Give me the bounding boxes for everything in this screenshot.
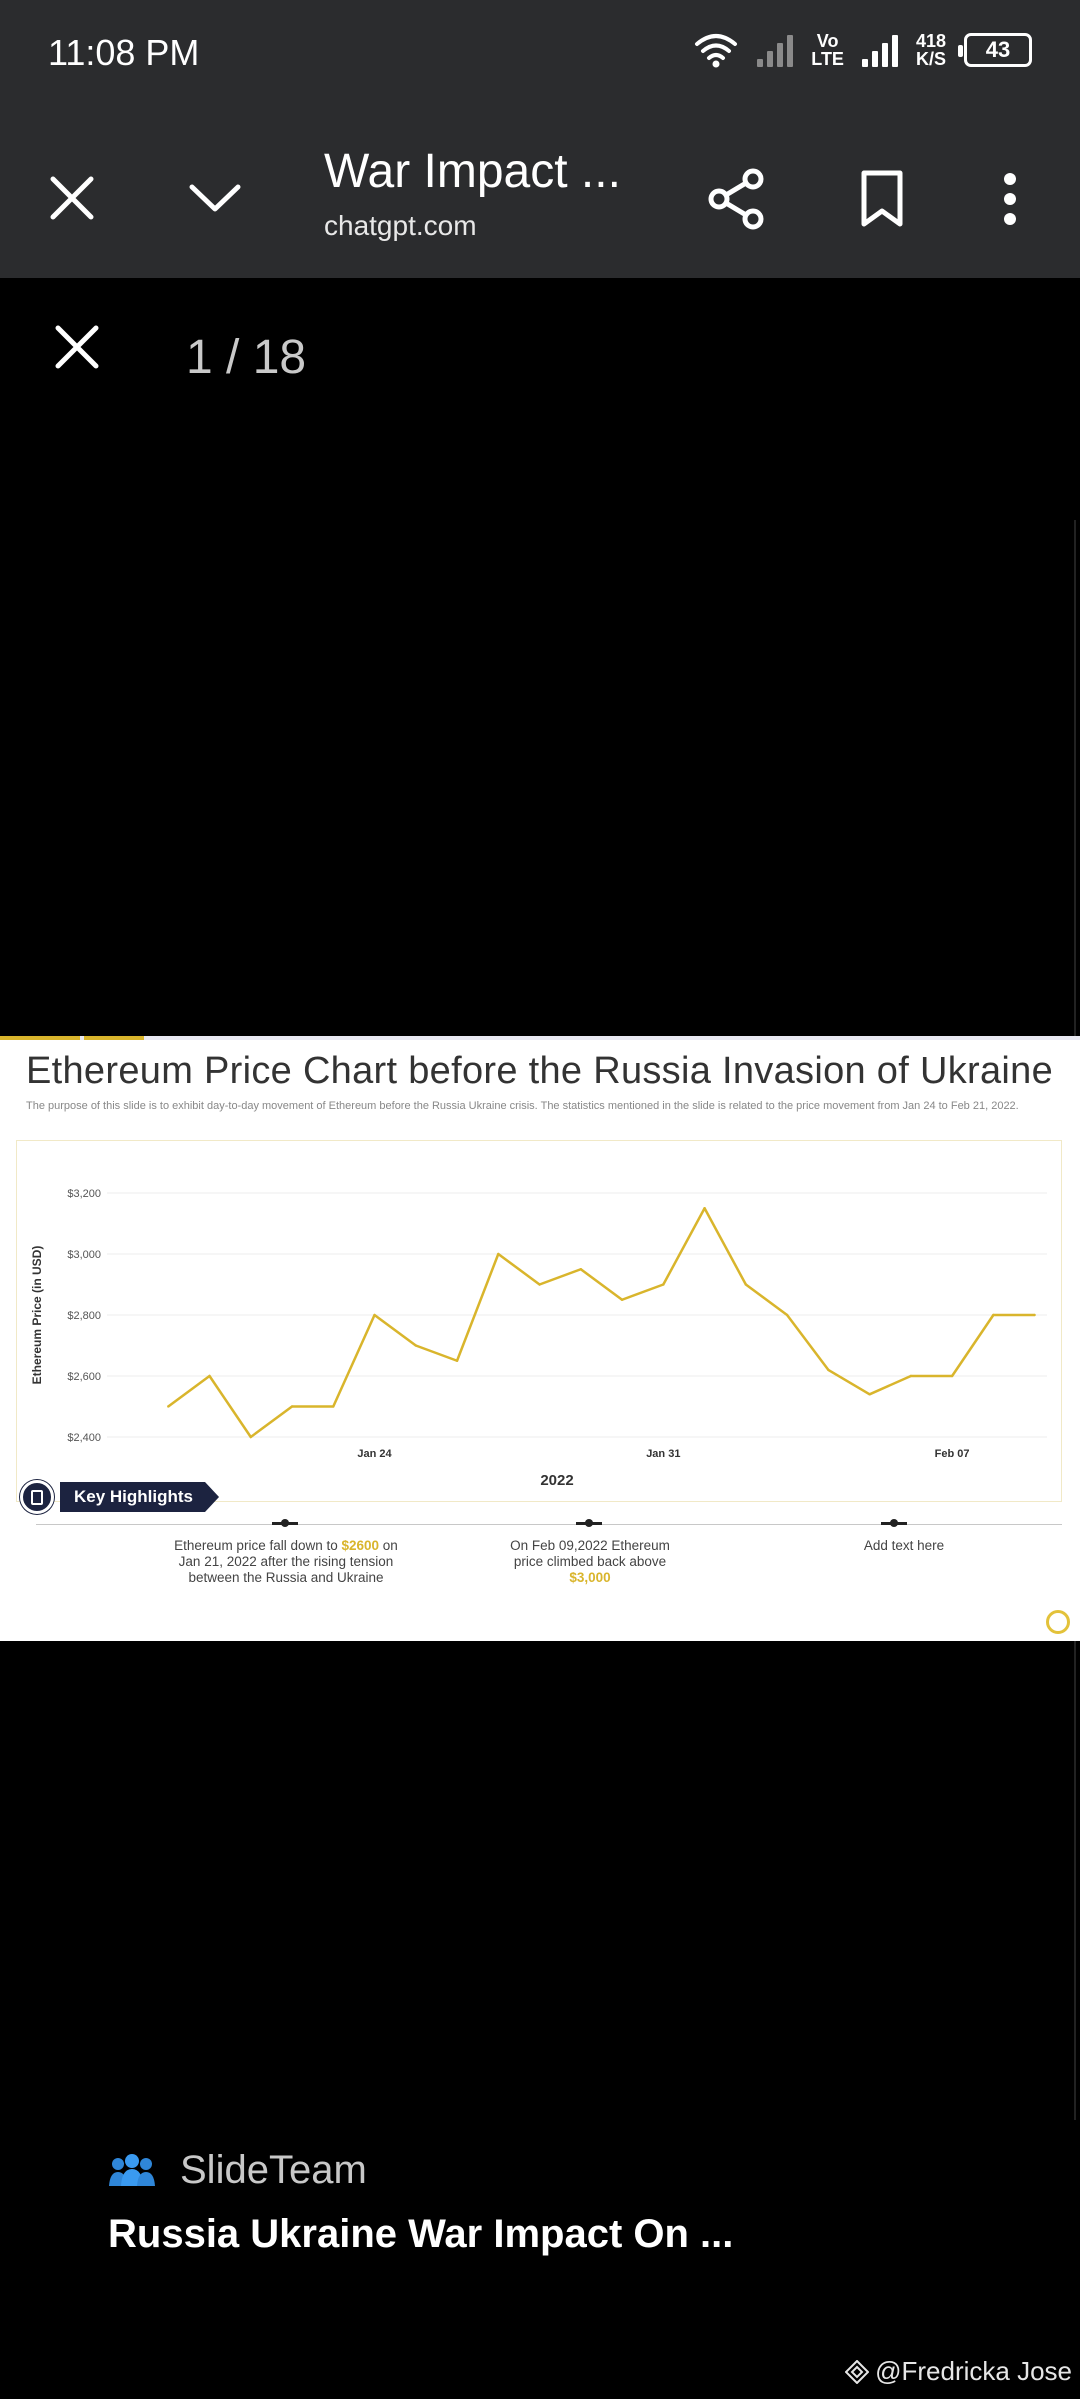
- data-point: [827, 1368, 830, 1372]
- highlight-text-3: Add text here: [863, 1538, 945, 1553]
- chevron-down-icon: [189, 184, 241, 212]
- battery-level: 43: [985, 37, 1011, 62]
- y-tick-label: $3,200: [67, 1188, 101, 1200]
- y-tick-label: $2,800: [67, 1310, 101, 1322]
- bookmark-button[interactable]: [852, 164, 912, 234]
- more-vertical-icon: [1004, 173, 1016, 225]
- chart-svg: $2,400 $2,600 $2,800 $3,000 $3,200 Jan 24 Jan …: [30, 1188, 1047, 1489]
- data-point: [662, 1283, 665, 1286]
- slide-top-rule: [0, 1036, 1080, 1040]
- page-url[interactable]: chatgpt.com: [324, 210, 477, 241]
- data-point: [167, 1405, 170, 1408]
- x-tick-label: Jan 31: [646, 1448, 680, 1460]
- status-icons: Vo LTE 418 K/S 43: [693, 30, 1032, 70]
- signal-sim2-icon: [861, 33, 898, 67]
- x-tick-label: Jan 24: [357, 1448, 392, 1460]
- data-point: [909, 1374, 913, 1378]
- highlight-marker-2: [576, 1519, 602, 1529]
- group-people-icon: [109, 2153, 155, 2186]
- battery-icon: 43: [958, 33, 1032, 67]
- slide-image[interactable]: Ethereum Price Chart before the Russia I…: [0, 1036, 1080, 1641]
- y-axis-label: Ethereum Price (in USD): [30, 1246, 44, 1385]
- highlight-text-2: On Feb 09,2022 Ethereum price climbed ba…: [510, 1538, 670, 1585]
- volte-indicator: Vo LTE: [811, 31, 844, 69]
- network-speed: 418 K/S: [915, 31, 946, 69]
- data-point: [290, 1405, 294, 1408]
- x-tick-label: Feb 07: [935, 1448, 970, 1460]
- viewer-close-button[interactable]: [52, 322, 102, 372]
- highlights-timeline: [36, 1524, 1062, 1525]
- clipboard-icon: [20, 1480, 54, 1514]
- data-point: [414, 1344, 417, 1347]
- key-highlights-label: Key Highlights: [60, 1482, 219, 1512]
- source-row[interactable]: SlideTeam: [108, 2148, 367, 2193]
- close-icon: [50, 176, 94, 220]
- data-point: [373, 1313, 376, 1317]
- y-tick-label: $2,400: [67, 1432, 101, 1444]
- data-point: [332, 1405, 335, 1408]
- series-line: [167, 1207, 1035, 1439]
- data-point: [455, 1359, 459, 1362]
- data-point: [208, 1374, 211, 1378]
- result-title[interactable]: Russia Ukraine War Impact On ...: [108, 2212, 734, 2256]
- data-point: [950, 1374, 954, 1378]
- slide-subtitle: The purpose of this slide is to exhibit …: [26, 1100, 1019, 1112]
- page-title[interactable]: War Impact ...: [324, 145, 621, 198]
- bookmark-icon: [861, 170, 903, 227]
- data-point: [785, 1313, 789, 1317]
- data-point: [744, 1283, 748, 1286]
- watermark-text: @Fredricka Jose: [875, 2356, 1072, 2386]
- slide-title: Ethereum Price Chart before the Russia I…: [26, 1050, 1053, 1092]
- source-name[interactable]: SlideTeam: [180, 2148, 367, 2192]
- highlight-marker-1: [272, 1519, 298, 1529]
- status-bar: 11:08 PM Vo LTE 418 K/S 43: [0, 0, 1080, 108]
- share-button[interactable]: [704, 166, 770, 232]
- y-tick-label: $2,600: [67, 1371, 101, 1383]
- slide-corner-circle: [1046, 1610, 1070, 1634]
- share-icon: [708, 168, 764, 230]
- price-chart: $2,400 $2,600 $2,800 $3,000 $3,200 Jan 24 Jan …: [16, 1140, 1062, 1502]
- data-point: [579, 1268, 583, 1271]
- watermark-logo-icon: [845, 2359, 870, 2384]
- signal-sim1-icon: [757, 33, 794, 67]
- data-point: [992, 1313, 995, 1317]
- watermark: @Fredricka Jose: [845, 2356, 1072, 2387]
- highlight-marker-3: [881, 1519, 907, 1529]
- highlight-text-1: Ethereum price fall down to $2600 on Jan…: [174, 1538, 398, 1585]
- y-tick-label: $3,000: [67, 1249, 101, 1261]
- more-options-button[interactable]: [990, 164, 1030, 234]
- close-tab-button[interactable]: [42, 168, 102, 228]
- data-point: [703, 1207, 706, 1210]
- data-point: [249, 1435, 252, 1439]
- data-point: [497, 1252, 500, 1256]
- data-point: [1033, 1313, 1036, 1317]
- image-counter: 1 / 18: [186, 331, 307, 384]
- minimize-button[interactable]: [182, 168, 248, 228]
- status-time: 11:08 PM: [48, 32, 200, 73]
- data-point: [620, 1298, 624, 1301]
- close-icon: [55, 325, 99, 369]
- data-point: [868, 1393, 871, 1396]
- x-axis-label: 2022: [540, 1472, 573, 1489]
- data-point: [538, 1283, 541, 1286]
- browser-toolbar: War Impact ... chatgpt.com: [0, 108, 1080, 278]
- wifi-icon: [695, 34, 738, 68]
